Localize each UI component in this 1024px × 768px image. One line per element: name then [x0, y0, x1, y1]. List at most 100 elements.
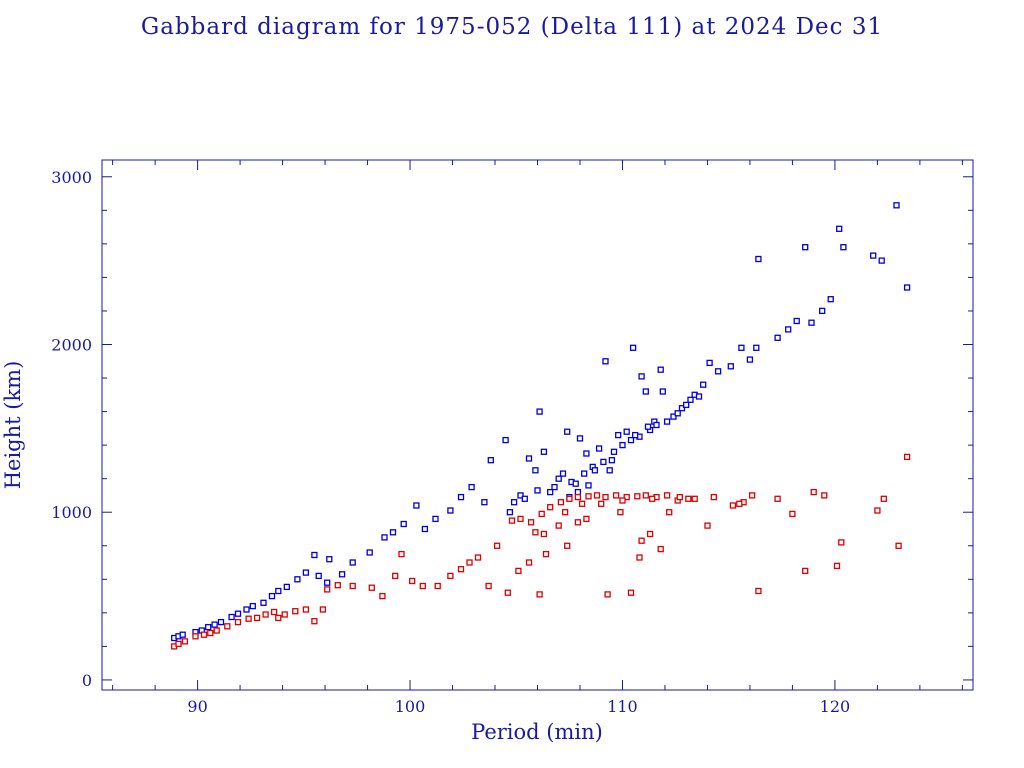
data-point: [179, 631, 186, 638]
data-point: [602, 358, 609, 365]
data-point: [638, 537, 645, 544]
data-point: [485, 582, 492, 590]
series-layer: [171, 202, 911, 650]
data-point: [200, 631, 208, 638]
data-point: [525, 559, 533, 566]
data-point: [659, 388, 666, 395]
data-point: [253, 614, 261, 622]
data-point: [457, 493, 465, 501]
data-point: [175, 640, 182, 648]
data-point: [870, 252, 877, 259]
data-point: [574, 519, 582, 526]
data-point: [457, 566, 465, 573]
data-point: [736, 500, 743, 507]
data-point: [564, 542, 571, 549]
data-point: [324, 579, 331, 586]
data-point: [574, 493, 582, 501]
data-point: [657, 366, 664, 373]
data-point: [903, 284, 911, 291]
data-point: [746, 356, 754, 363]
data-point: [595, 445, 603, 452]
data-point: [564, 428, 571, 435]
data-point: [502, 436, 509, 444]
major-ticks: 90 100 110 120 0 1000 2000 3000: [51, 160, 973, 716]
data-point: [205, 623, 212, 631]
data-point: [211, 621, 218, 628]
data-point: [663, 418, 671, 425]
series-0: [171, 202, 911, 642]
data-point: [619, 497, 626, 504]
data-point: [447, 507, 454, 514]
data-point: [576, 435, 584, 442]
data-point: [311, 618, 318, 625]
data-point: [729, 502, 737, 509]
data-point: [534, 487, 541, 494]
data-point: [557, 499, 565, 506]
data-point: [606, 467, 613, 474]
data-point: [468, 483, 475, 491]
data-point: [755, 255, 762, 263]
data-point: [617, 509, 624, 516]
y-tick-label: 3000: [51, 168, 92, 187]
data-point: [319, 606, 327, 613]
data-point: [585, 482, 592, 489]
data-point: [268, 592, 276, 600]
data-point: [657, 545, 664, 553]
data-point: [706, 359, 713, 367]
data-point: [379, 592, 386, 600]
data-point: [895, 542, 902, 549]
data-point: [878, 257, 885, 264]
data-point: [774, 495, 781, 502]
data-point: [810, 488, 817, 496]
data-point: [748, 492, 756, 499]
data-point: [600, 458, 607, 466]
data-point: [517, 492, 524, 499]
data-point: [903, 453, 911, 461]
data-point: [793, 317, 800, 325]
data-point: [392, 572, 399, 580]
y-tick-label: 2000: [51, 335, 92, 354]
data-point: [629, 344, 637, 351]
data-point: [409, 577, 416, 585]
data-point: [583, 515, 590, 523]
data-point: [349, 559, 356, 566]
data-point: [224, 623, 231, 630]
y-axis-title: Height (km): [1, 361, 25, 490]
y-tick-label: 0: [82, 671, 92, 690]
data-point: [840, 244, 847, 251]
data-point: [536, 408, 543, 415]
data-point: [510, 499, 518, 506]
data-point: [666, 509, 673, 516]
data-point: [572, 480, 579, 487]
data-point: [649, 495, 656, 502]
data-point: [349, 582, 356, 590]
data-point: [789, 510, 796, 518]
data-point: [566, 495, 573, 502]
data-point: [604, 591, 611, 598]
data-point: [302, 569, 310, 576]
data-point: [687, 396, 694, 403]
data-point: [893, 202, 900, 209]
data-point: [275, 614, 282, 622]
data-point: [294, 576, 301, 583]
data-point: [581, 470, 588, 477]
plot-frame: [101, 159, 974, 691]
data-point: [515, 567, 522, 575]
data-point: [691, 495, 698, 502]
data-point: [540, 448, 548, 455]
data-point: [623, 493, 630, 501]
data-point: [217, 618, 225, 626]
chart-title: Gabbard diagram for 1975-052 (Delta 111)…: [140, 14, 884, 40]
data-point: [833, 562, 841, 570]
data-point: [802, 244, 809, 251]
data-point: [207, 629, 214, 637]
data-point: [602, 493, 609, 501]
x-axis-title: Period (min): [471, 720, 603, 744]
data-point: [874, 507, 881, 514]
y-tick-label: 1000: [51, 503, 92, 522]
data-point: [532, 529, 539, 536]
data-point: [578, 500, 586, 507]
data-point: [466, 559, 473, 566]
data-point: [275, 587, 282, 595]
